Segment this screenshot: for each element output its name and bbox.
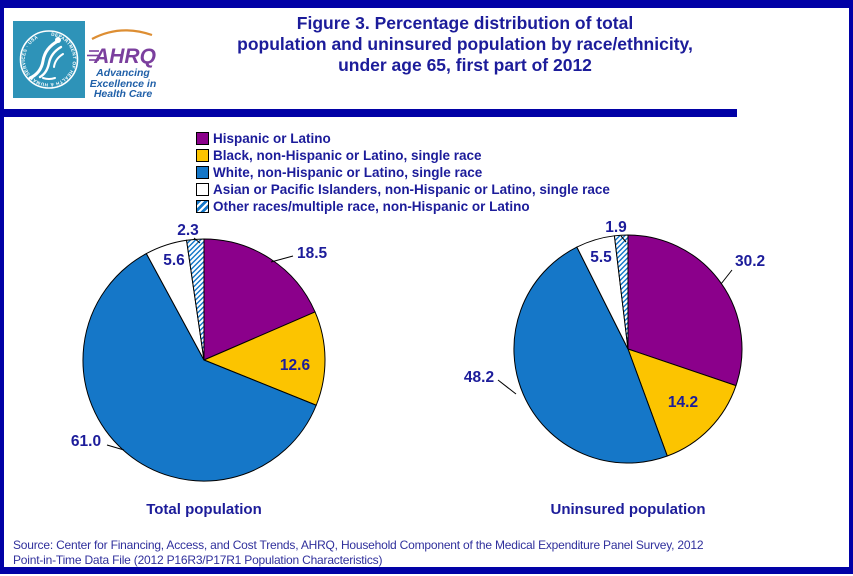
- ahrq-wordmark: AHRQ Advancing Excellence in Health Care: [87, 29, 157, 100]
- ahrq-hhs-logo: DEPARTMENT OF HEALTH & HUMAN SERVICES · …: [13, 21, 160, 100]
- label-leader-line: [193, 237, 201, 244]
- border-left: [0, 0, 4, 574]
- arc-swoosh-icon: [91, 29, 153, 40]
- figure-title: Figure 3. Percentage distribution of tot…: [168, 13, 762, 76]
- pie-chart-uninsured: 30.2 14.2 48.2 5.5 1.9: [440, 218, 820, 518]
- chart-legend: Hispanic or Latino Black, non-Hispanic o…: [196, 130, 610, 215]
- legend-item: White, non-Hispanic or Latino, single ra…: [196, 164, 610, 181]
- pie-value-label: 12.6: [280, 357, 311, 374]
- title-line-1: Figure 3. Percentage distribution of tot…: [296, 13, 634, 33]
- title-line-2: population and uninsured population by r…: [237, 34, 693, 54]
- border-bottom: [0, 567, 853, 574]
- title-line-3: under age 65, first part of 2012: [338, 55, 592, 75]
- tagline-line-2: Excellence in: [90, 78, 157, 90]
- pie-slice-white_race: [513, 246, 668, 464]
- pie-value-label: 48.2: [464, 369, 494, 386]
- legend-swatch-hispanic: [196, 132, 209, 145]
- pie-value-label: 5.5: [590, 249, 612, 266]
- pie-value-label: 1.9: [605, 219, 627, 236]
- legend-swatch-white: [196, 166, 209, 179]
- ahrq-logo-graphic: DEPARTMENT OF HEALTH & HUMAN SERVICES · …: [13, 21, 157, 100]
- label-leader-line: [720, 269, 733, 285]
- pie-slice-black_race: [627, 348, 737, 457]
- source-note: Source: Center for Financing, Access, an…: [13, 538, 813, 567]
- legend-label: Asian or Pacific Islanders, non-Hispanic…: [213, 182, 610, 197]
- pie-slice-hispanic: [627, 234, 743, 387]
- legend-swatch-black: [196, 149, 209, 162]
- pie-value-label: 14.2: [668, 394, 698, 411]
- header-divider: [0, 109, 737, 117]
- pie-value-label: 2.3: [177, 222, 199, 239]
- label-leader-line: [620, 235, 627, 243]
- caption-uninsured-population: Uninsured population: [550, 501, 706, 518]
- tagline-line-1: Advancing: [95, 67, 150, 79]
- pie-value-label: 5.6: [163, 252, 185, 269]
- pie-chart-uninsured-svg: 30.2 14.2 48.2 5.5 1.9: [464, 219, 765, 464]
- caption-total-population: Total population: [146, 501, 262, 518]
- border-top: [0, 0, 853, 8]
- label-leader-line: [106, 444, 125, 451]
- pie-slice-other: [613, 234, 629, 350]
- legend-label: Black, non-Hispanic or Latino, single ra…: [213, 148, 482, 163]
- legend-swatch-asian: [196, 183, 209, 196]
- legend-label: White, non-Hispanic or Latino, single ra…: [213, 165, 483, 180]
- pie-chart-total: 18.5 12.6 61.0 5.6 2.3: [20, 218, 400, 518]
- border-right: [849, 0, 853, 574]
- pie-value-label: 61.0: [71, 433, 101, 450]
- legend-item: Other races/multiple race, non-Hispanic …: [196, 198, 610, 215]
- pie-value-label: 30.2: [735, 253, 765, 270]
- pie-slice-hispanic: [203, 238, 316, 361]
- pie-value-label: 18.5: [297, 245, 328, 262]
- speed-lines-icon: [87, 50, 99, 61]
- pie-chart-total-svg: 18.5 12.6 61.0 5.6 2.3: [71, 222, 328, 482]
- source-line-2: Point-in-Time Data File (2012 P16R3/P17R…: [13, 552, 383, 567]
- legend-label: Hispanic or Latino: [213, 131, 331, 146]
- pie-slice-black_race: [203, 311, 326, 406]
- legend-swatch-other: [196, 200, 209, 213]
- label-leader-line: [497, 379, 517, 395]
- source-line-1: Source: Center for Financing, Access, an…: [13, 538, 704, 552]
- legend-label: Other races/multiple race, non-Hispanic …: [213, 199, 530, 214]
- eagle-head-icon: [55, 37, 61, 43]
- ahrq-acronym: AHRQ: [93, 45, 156, 68]
- label-leader-line: [270, 255, 294, 263]
- legend-item: Hispanic or Latino: [196, 130, 610, 147]
- legend-item: Black, non-Hispanic or Latino, single ra…: [196, 147, 610, 164]
- tagline-line-3: Health Care: [94, 88, 153, 98]
- legend-item: Asian or Pacific Islanders, non-Hispanic…: [196, 181, 610, 198]
